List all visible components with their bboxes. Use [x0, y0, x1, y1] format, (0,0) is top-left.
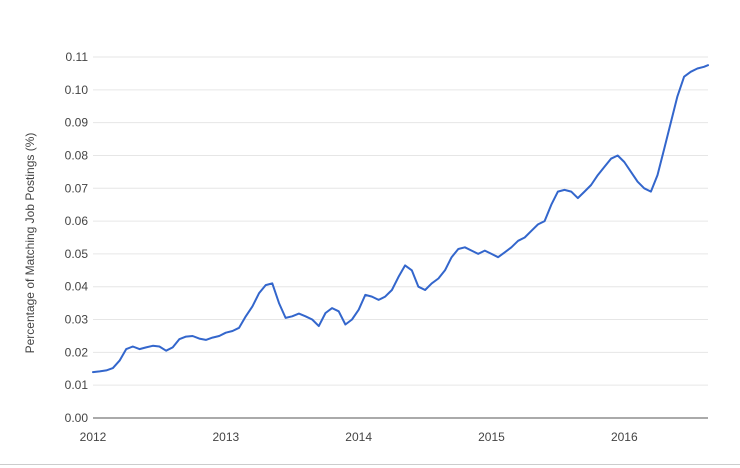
y-tick-label: 0.07 [65, 181, 89, 195]
x-tick-label: 2014 [345, 430, 372, 444]
y-tick-label: 0.09 [65, 116, 89, 130]
x-tick-label: 2013 [212, 430, 239, 444]
gridlines [93, 56, 708, 386]
series-line [92, 64, 709, 374]
y-tick-label: 0.06 [65, 214, 89, 228]
y-axis-title: Percentage of Matching Job Postings (%) [23, 133, 37, 354]
y-tick-label: 0.08 [65, 148, 89, 162]
y-tick-label: 0.01 [65, 378, 89, 392]
y-tick-label: 0.03 [65, 313, 89, 327]
y-tick-label: 0.05 [65, 247, 89, 261]
y-tick-label: 0.04 [65, 280, 89, 294]
y-axis-tick-labels: 0.00 0.01 0.02 0.03 0.04 0.05 0.06 0.07 0.08 0.09… [65, 50, 89, 425]
x-tick-label: 2012 [80, 430, 107, 444]
y-tick-label: 0.00 [65, 411, 89, 425]
x-tick-label: 2016 [611, 430, 638, 444]
x-axis-tick-labels: 2012 2013 2014 2015 2016 [80, 430, 638, 444]
x-tick-label: 2015 [478, 430, 505, 444]
series-layer [92, 64, 709, 374]
y-tick-label: 0.10 [65, 83, 89, 97]
y-tick-label: 0.02 [65, 345, 89, 359]
y-tick-label: 0.11 [66, 50, 89, 64]
